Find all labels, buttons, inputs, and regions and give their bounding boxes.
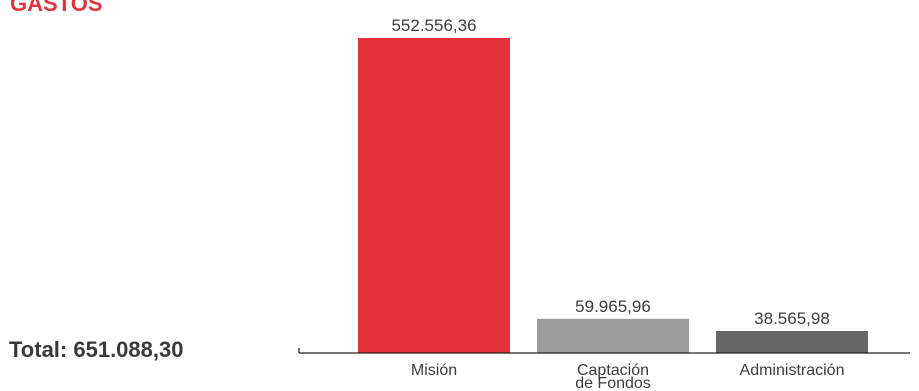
category-label-2-line-2: de Fondos	[575, 375, 651, 391]
bar-2	[537, 318, 689, 353]
chart-title: GASTOS	[10, 0, 103, 16]
bar-3	[716, 331, 868, 353]
value-label-2: 59.965,96	[575, 297, 651, 316]
category-label-1: Misión	[411, 362, 457, 379]
value-label-3: 38.565,98	[754, 309, 830, 328]
value-label-1: 552.556,36	[391, 16, 476, 35]
category-label-3: Administración	[740, 362, 845, 379]
category-label-2-line-1: Captación	[577, 362, 649, 379]
bar-1	[358, 38, 510, 353]
total-label: Total: 651.088,30	[9, 337, 184, 362]
value-labels-group: 552.556,36 59.965,96 38.565,98	[391, 16, 829, 328]
bars-group	[358, 38, 868, 353]
